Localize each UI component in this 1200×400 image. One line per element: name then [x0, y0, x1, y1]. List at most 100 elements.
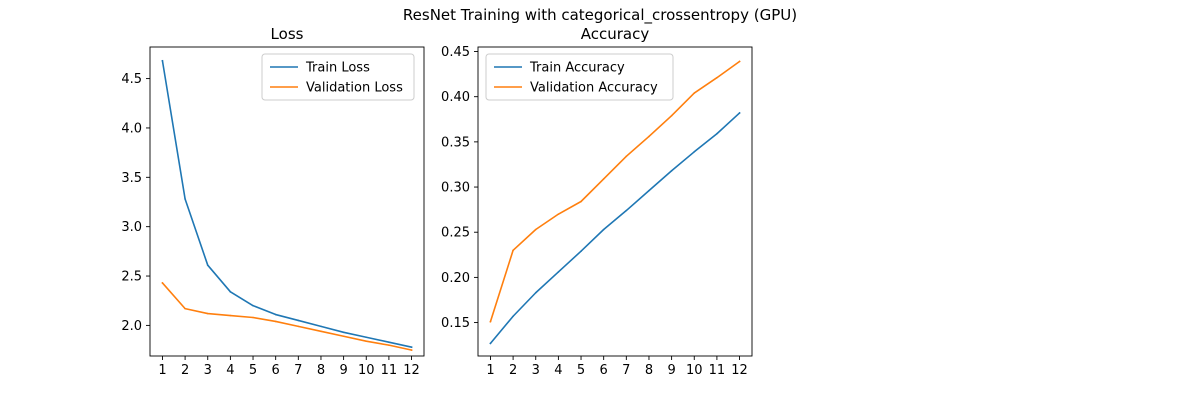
data-point: [580, 200, 582, 203]
data-point: [716, 76, 718, 79]
x-tick-label: 5: [577, 363, 585, 378]
x-tick-label: 9: [667, 363, 675, 378]
legend: Train Accuracy Validation Accuracy: [485, 53, 674, 101]
data-point: [206, 312, 209, 315]
data-point: [648, 189, 650, 192]
data-point: [229, 314, 232, 317]
y-tick-label: 0.35: [441, 135, 470, 150]
data-point: [625, 155, 628, 158]
y-tick-label: 0.15: [441, 316, 470, 331]
data-point: [252, 304, 254, 307]
data-point: [342, 335, 345, 338]
series-line-2: [161, 281, 413, 352]
data-point: [252, 316, 254, 319]
y-tick-label: 4.0: [121, 121, 142, 136]
legend: Train Loss Validation Loss: [261, 53, 415, 101]
data-point: [580, 250, 582, 252]
y-tick-label: 3.5: [121, 171, 142, 186]
data-point: [320, 330, 322, 333]
x-tick-label: 11: [381, 363, 398, 378]
data-point: [625, 209, 628, 212]
series-line-2: [489, 60, 741, 323]
data-point: [184, 198, 186, 200]
x-tick-label: 11: [709, 363, 726, 378]
series-line-1: [489, 111, 741, 345]
data-point: [410, 346, 413, 348]
data-point: [557, 213, 560, 215]
x-tick-label: 8: [645, 363, 653, 378]
x-tick-label: 12: [731, 363, 748, 378]
data-point: [161, 282, 164, 284]
data-point: [512, 249, 514, 252]
y-tick-label: 0.30: [441, 181, 470, 196]
data-point: [534, 291, 537, 294]
data-point: [388, 341, 390, 343]
data-point: [534, 228, 537, 231]
data-point: [388, 344, 390, 346]
axes-frame: [149, 46, 425, 357]
data-point: [161, 60, 164, 62]
data-point: [557, 271, 560, 273]
y-tick-label: 0.20: [441, 271, 470, 286]
x-tick-label: 4: [226, 363, 234, 378]
legend-label: Train Accuracy: [529, 61, 625, 76]
data-point: [602, 228, 605, 231]
x-tick-label: 3: [532, 363, 540, 378]
data-point: [410, 349, 413, 351]
legend-label: Validation Loss: [306, 81, 403, 96]
y-tick-label: 4.5: [121, 72, 142, 87]
data-point: [297, 325, 300, 328]
data-point: [693, 92, 696, 94]
x-tick-label: 12: [403, 363, 420, 378]
y-tick-label: 2.5: [121, 270, 142, 285]
x-tick-label: 1: [486, 363, 494, 378]
data-point: [738, 60, 741, 63]
legend-box: [485, 53, 674, 101]
x-tick-label: 10: [686, 363, 703, 378]
data-point: [342, 331, 345, 334]
y-tick-label: 0.45: [441, 45, 470, 60]
data-point: [365, 336, 368, 339]
data-point: [489, 320, 492, 323]
data-point: [489, 342, 492, 345]
series-line-1: [161, 59, 413, 349]
legend-label: Train Loss: [305, 61, 370, 76]
x-tick-label: 1: [158, 363, 166, 378]
data-point: [648, 135, 650, 138]
data-point: [274, 313, 277, 316]
legend-box: [261, 53, 415, 101]
x-tick-label: 7: [622, 363, 630, 378]
data-point: [670, 169, 673, 172]
x-tick-label: 8: [317, 363, 325, 378]
y-tick-label: 0.25: [441, 226, 470, 241]
x-tick-label: 6: [272, 363, 280, 378]
y-tick-label: 0.40: [441, 90, 470, 105]
axes-frame: [477, 46, 753, 357]
chart-title: Loss: [271, 25, 304, 43]
x-tick-label: 5: [249, 363, 257, 378]
y-tick-label: 3.0: [121, 220, 142, 235]
data-point: [365, 340, 368, 342]
data-point: [512, 315, 514, 318]
data-point: [716, 132, 718, 135]
x-tick-label: 3: [204, 363, 212, 378]
data-point: [738, 112, 741, 114]
figure-suptitle: ResNet Training with categorical_crossen…: [402, 6, 798, 24]
data-point: [229, 291, 232, 293]
data-point: [206, 264, 209, 266]
data-point: [274, 320, 277, 323]
x-tick-label: 2: [509, 363, 517, 378]
x-tick-label: 7: [294, 363, 302, 378]
x-tick-label: 9: [339, 363, 347, 378]
data-point: [670, 114, 673, 117]
data-point: [602, 178, 605, 180]
data-point: [320, 325, 322, 328]
x-tick-label: 10: [358, 363, 375, 378]
x-tick-label: 6: [600, 363, 608, 378]
chart-title: Accuracy: [581, 25, 650, 43]
x-tick-label: 4: [554, 363, 562, 378]
